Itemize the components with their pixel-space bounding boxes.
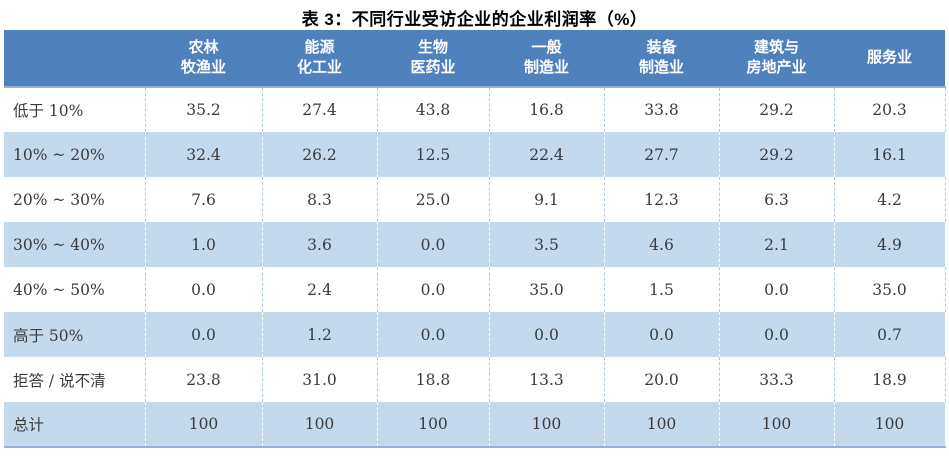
- table-cell: 100: [834, 402, 946, 447]
- table-cell: 0.0: [489, 312, 605, 357]
- table-row: 30% ~ 40% 1.0 3.6 0.0 3.5 4.6 2.1 4.9: [4, 222, 946, 267]
- table-cell: 9.1: [489, 177, 605, 222]
- table-cell: 2.4: [262, 267, 378, 312]
- table-cell: 100: [604, 402, 720, 447]
- table-cell: 100: [489, 402, 605, 447]
- table-cell: 13.3: [489, 357, 605, 402]
- table-cell: 0.0: [377, 267, 490, 312]
- row-label: 低于 10%: [4, 87, 146, 132]
- table-cell: 3.5: [489, 222, 605, 267]
- table-cell: 16.1: [834, 132, 946, 177]
- table-cell: 33.3: [719, 357, 835, 402]
- table-cell: 3.6: [262, 222, 378, 267]
- table-cell: 22.4: [489, 132, 605, 177]
- table-cell: 100: [377, 402, 490, 447]
- table-row: 总计 100 100 100 100 100 100 100: [4, 402, 946, 447]
- table-row: 低于 10% 35.2 27.4 43.8 16.8 33.8 29.2 20.3: [4, 87, 946, 132]
- table-cell: 16.8: [489, 87, 605, 132]
- table-cell: 1.0: [145, 222, 263, 267]
- table-row: 40% ~ 50% 0.0 2.4 0.0 35.0 1.5 0.0 35.0: [4, 267, 946, 312]
- table-cell: 100: [719, 402, 835, 447]
- table-cell: 4.2: [834, 177, 946, 222]
- table-cell: 4.9: [834, 222, 946, 267]
- table-title: 表 3：不同行业受访企业的企业利润率（%）: [301, 10, 648, 29]
- table-cell: 20.0: [604, 357, 720, 402]
- row-label: 拒答 / 说不清: [4, 357, 146, 402]
- table-cell: 20.3: [834, 87, 946, 132]
- profit-rate-table: 农林 牧渔业 能源 化工业 生物 医药业 一般 制造业 装备 制造业 建筑与 房…: [4, 30, 946, 448]
- table-cell: 1.5: [604, 267, 720, 312]
- table-cell: 33.8: [604, 87, 720, 132]
- table-cell: 2.1: [719, 222, 835, 267]
- table-cell: 8.3: [262, 177, 378, 222]
- header-row: 农林 牧渔业 能源 化工业 生物 医药业 一般 制造业 装备 制造业 建筑与 房…: [4, 30, 945, 88]
- table-cell: 12.3: [604, 177, 720, 222]
- table-cell: 0.7: [834, 312, 946, 357]
- table-cell: 29.2: [719, 132, 835, 177]
- table-header: 农林 牧渔业 能源 化工业 生物 医药业 一般 制造业 装备 制造业 建筑与 房…: [4, 30, 945, 88]
- table-cell: 0.0: [145, 267, 263, 312]
- header-cell-services: 服务业: [834, 30, 945, 88]
- table-cell: 27.4: [262, 87, 378, 132]
- table-row: 拒答 / 说不清 23.8 31.0 18.8 13.3 20.0 33.3 18.9: [4, 357, 946, 402]
- table-cell: 100: [262, 402, 378, 447]
- table-cell: 12.5: [377, 132, 490, 177]
- table-cell: 1.2: [262, 312, 378, 357]
- table-cell: 0.0: [719, 312, 835, 357]
- table-row: 10% ~ 20% 32.4 26.2 12.5 22.4 27.7 29.2 16.1: [4, 132, 946, 177]
- row-label: 20% ~ 30%: [4, 177, 146, 222]
- table-cell: 18.8: [377, 357, 490, 402]
- header-corner-cell: [4, 30, 145, 88]
- header-cell-construction: 建筑与 房地产业: [719, 30, 834, 88]
- header-cell-energy: 能源 化工业: [262, 30, 377, 88]
- table-cell: 0.0: [377, 312, 490, 357]
- table-cell: 35.2: [145, 87, 263, 132]
- table-cell: 31.0: [262, 357, 378, 402]
- row-label: 30% ~ 40%: [4, 222, 146, 267]
- table-cell: 32.4: [145, 132, 263, 177]
- table-cell: 7.6: [145, 177, 263, 222]
- header-cell-agriculture: 农林 牧渔业: [145, 30, 262, 88]
- header-cell-equipment-mfg: 装备 制造业: [604, 30, 719, 88]
- table-cell: 0.0: [604, 312, 720, 357]
- table-cell: 0.0: [377, 222, 490, 267]
- table-cell: 27.7: [604, 132, 720, 177]
- table-cell: 43.8: [377, 87, 490, 132]
- row-label: 10% ~ 20%: [4, 132, 146, 177]
- row-label: 40% ~ 50%: [4, 267, 146, 312]
- table-body: 低于 10% 35.2 27.4 43.8 16.8 33.8 29.2 20.3 10% ~ …: [4, 87, 946, 447]
- table-cell: 26.2: [262, 132, 378, 177]
- table-row: 20% ~ 30% 7.6 8.3 25.0 9.1 12.3 6.3 4.2: [4, 177, 946, 222]
- header-cell-biomedicine: 生物 医药业: [377, 30, 489, 88]
- table-cell: 0.0: [145, 312, 263, 357]
- row-label: 总计: [4, 402, 146, 447]
- table-row: 高于 50% 0.0 1.2 0.0 0.0 0.0 0.0 0.7: [4, 312, 946, 357]
- table-cell: 18.9: [834, 357, 946, 402]
- table-cell: 23.8: [145, 357, 263, 402]
- table-cell: 35.0: [489, 267, 605, 312]
- table-cell: 4.6: [604, 222, 720, 267]
- header-cell-general-mfg: 一般 制造业: [489, 30, 604, 88]
- row-label: 高于 50%: [4, 312, 146, 357]
- table-cell: 35.0: [834, 267, 946, 312]
- table-cell: 100: [145, 402, 263, 447]
- table-cell: 6.3: [719, 177, 835, 222]
- table-cell: 29.2: [719, 87, 835, 132]
- table-cell: 0.0: [719, 267, 835, 312]
- table-cell: 25.0: [377, 177, 490, 222]
